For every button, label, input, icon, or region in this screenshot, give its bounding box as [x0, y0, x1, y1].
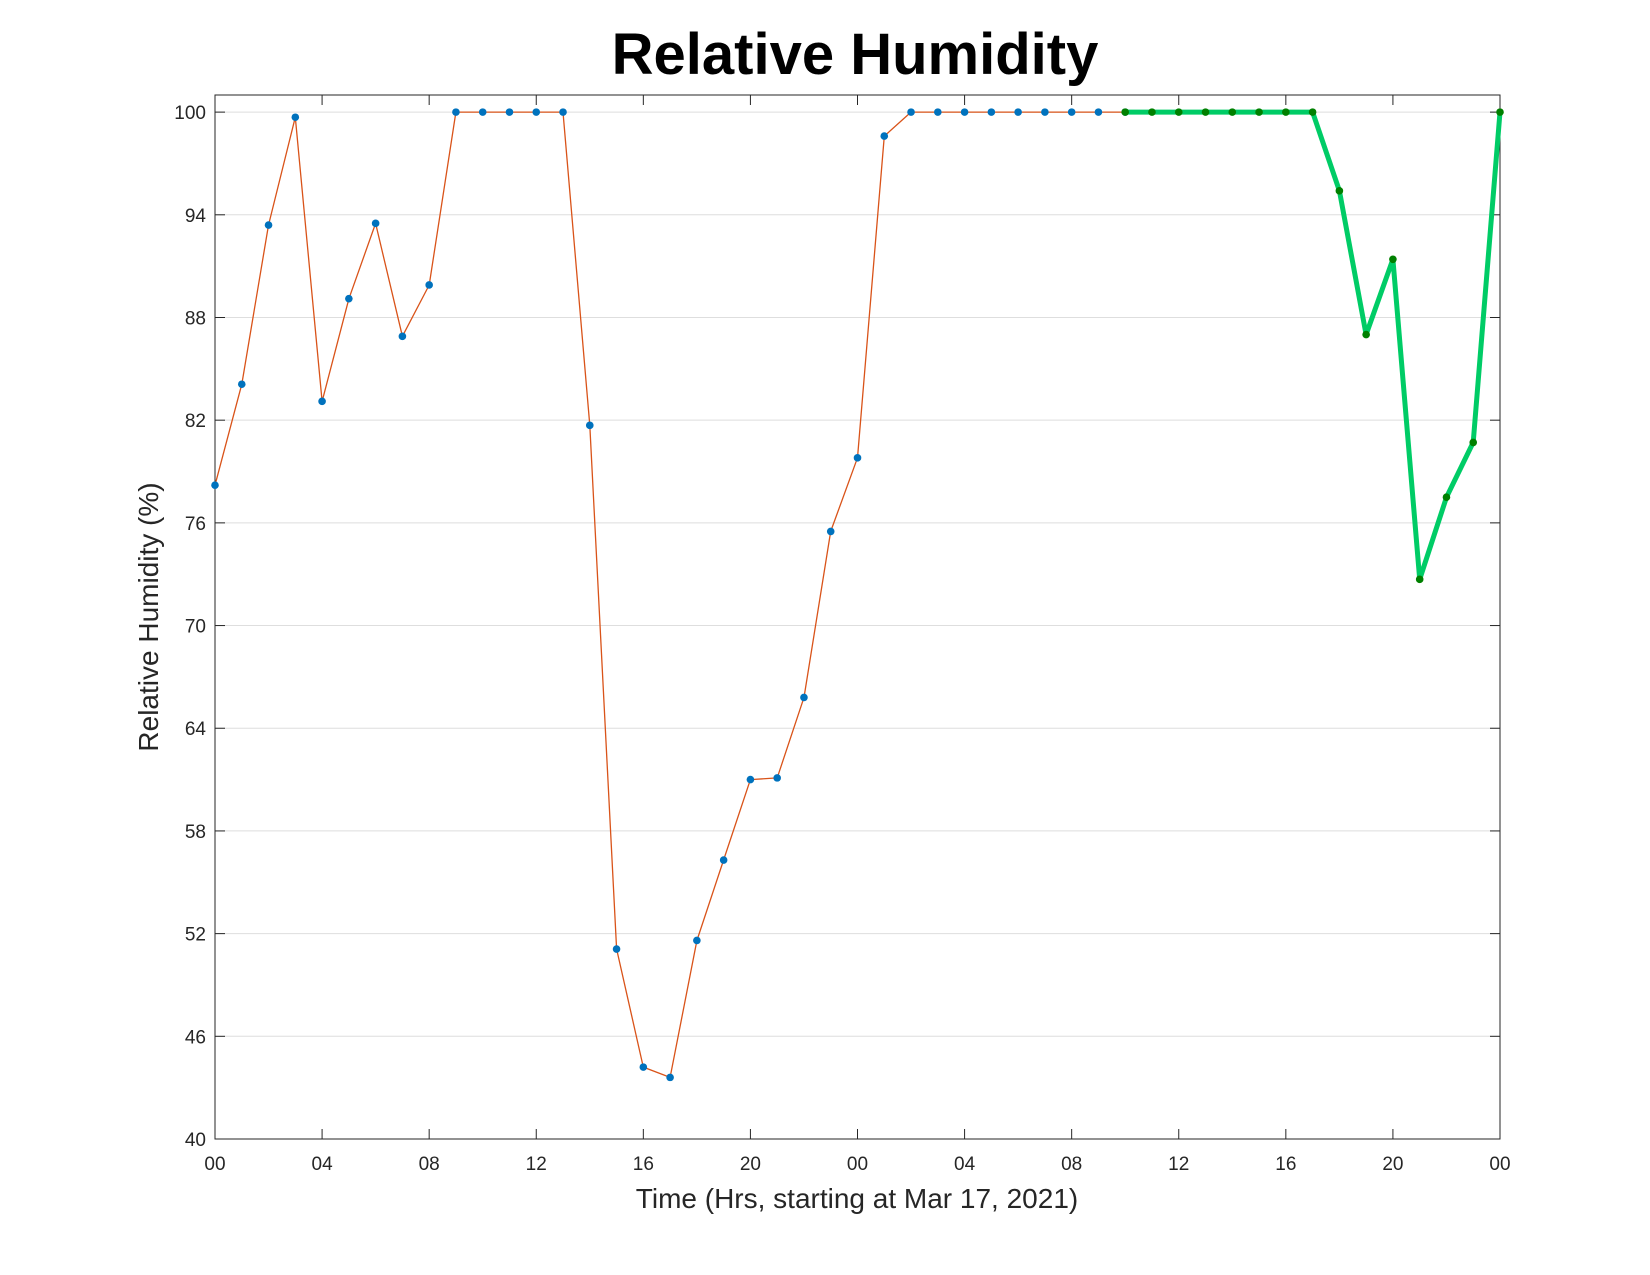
data-point	[746, 775, 755, 784]
x-tick-label: 04	[954, 1154, 976, 1175]
y-tick-label: 58	[185, 822, 206, 843]
data-point	[264, 221, 273, 229]
data-point	[291, 113, 300, 122]
x-tick-label: 20	[740, 1154, 761, 1175]
data-point	[211, 481, 219, 490]
series-group	[211, 108, 1504, 1082]
data-point	[1255, 108, 1263, 116]
data-point	[1389, 255, 1397, 264]
data-point	[853, 454, 862, 462]
data-point	[960, 108, 969, 116]
y-tick-label: 100	[174, 103, 206, 124]
y-tick-label: 40	[185, 1130, 206, 1151]
data-point	[773, 774, 781, 782]
data-point	[452, 108, 460, 116]
data-point	[1014, 108, 1022, 116]
data-point	[1469, 438, 1478, 447]
data-point	[237, 380, 246, 389]
x-tick-label: 00	[847, 1154, 868, 1175]
x-tick-label: 12	[1168, 1154, 1189, 1175]
data-point	[398, 332, 407, 341]
data-point	[907, 108, 915, 116]
data-point	[1415, 575, 1424, 584]
x-tick-label: 16	[633, 1154, 654, 1175]
data-point	[371, 219, 380, 228]
data-point	[1335, 187, 1344, 195]
series-line-1	[214, 111, 1126, 1079]
data-point	[639, 1063, 648, 1071]
data-point	[1362, 330, 1370, 339]
y-tick-label: 46	[185, 1027, 206, 1048]
data-point	[559, 108, 567, 116]
data-point	[1067, 108, 1076, 116]
x-tick-label: 16	[1275, 1154, 1296, 1175]
x-tick-label: 00	[1489, 1154, 1510, 1175]
x-tick-label: 00	[204, 1154, 225, 1175]
data-point	[612, 945, 621, 953]
data-point	[1174, 108, 1183, 116]
x-tick-label: 12	[526, 1154, 547, 1175]
x-axis: 00 04 08 12 16 20 00 04 08 12 16 20 00	[204, 95, 1511, 1175]
plot-frame	[214, 94, 1501, 1140]
data-point	[1496, 108, 1504, 116]
data-point	[719, 856, 728, 864]
y-tick-label: 64	[185, 719, 207, 740]
data-point	[1282, 108, 1290, 116]
data-point	[318, 397, 326, 406]
y-axis: 40 46 52 58 64 70 76 82 88 94 100	[174, 103, 1500, 1151]
data-point	[345, 294, 353, 303]
y-tick-label: 70	[185, 617, 206, 638]
series-line-2	[1122, 109, 1503, 582]
data-point	[800, 693, 808, 702]
y-tick-label: 52	[185, 925, 206, 946]
data-point	[666, 1073, 674, 1082]
data-point	[1228, 108, 1237, 116]
data-point	[934, 108, 942, 116]
x-axis-label: Time (Hrs, starting at Mar 17, 2021)	[636, 1183, 1078, 1214]
x-tick-label: 08	[1061, 1154, 1082, 1175]
data-point	[1121, 108, 1130, 116]
data-point	[1094, 108, 1103, 116]
data-point	[585, 421, 594, 430]
x-tick-label: 04	[312, 1154, 334, 1175]
y-tick-label: 82	[185, 411, 206, 432]
data-point	[1041, 108, 1049, 116]
data-point	[987, 108, 996, 116]
data-point	[1148, 108, 1156, 116]
data-point	[1308, 108, 1317, 116]
data-point	[505, 108, 514, 116]
data-point	[425, 281, 433, 289]
data-point	[532, 108, 541, 116]
data-point	[693, 936, 701, 945]
data-point	[880, 132, 889, 140]
x-tick-label: 08	[419, 1154, 440, 1175]
x-tick-label: 20	[1382, 1154, 1403, 1175]
y-tick-label: 94	[185, 206, 207, 227]
data-point	[1442, 493, 1451, 501]
y-tick-label: 76	[185, 514, 206, 535]
data-point	[478, 108, 487, 116]
y-tick-label: 88	[185, 308, 206, 329]
grid-lines	[215, 111, 1500, 1037]
chart-title: Relative Humidity	[612, 22, 1099, 87]
data-point	[826, 527, 835, 536]
y-axis-label: Relative Humidity (%)	[133, 482, 164, 751]
data-point	[1201, 108, 1210, 116]
